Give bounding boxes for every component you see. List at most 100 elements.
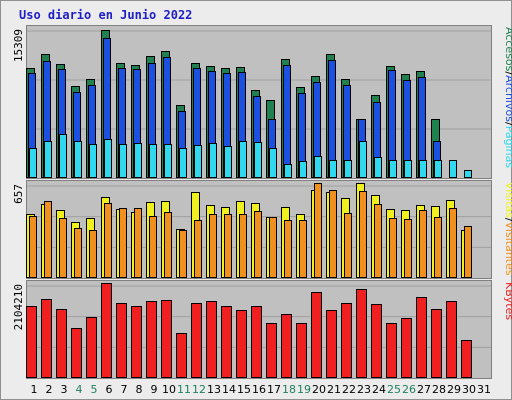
day-label-3: 3 — [61, 383, 68, 396]
bar-kbytes-day-10 — [161, 300, 172, 378]
bar-paginas-day-7 — [119, 144, 127, 178]
bar-visitantes-day-17 — [269, 217, 277, 278]
bar-paginas-day-27 — [419, 160, 427, 178]
panel-bottom-ymax-label: 2104210 — [12, 284, 25, 330]
day-label-5: 5 — [91, 383, 98, 396]
bar-paginas-day-12 — [194, 145, 202, 178]
legend-entry: / — [503, 122, 512, 126]
legend-entry: Archivos — [503, 75, 512, 122]
bar-kbytes-day-26 — [401, 318, 412, 378]
day-label-19: 19 — [297, 383, 311, 396]
bar-visitantes-day-30 — [464, 226, 472, 278]
bar-kbytes-day-6 — [101, 283, 112, 378]
bar-kbytes-day-30 — [461, 340, 472, 378]
bar-visitantes-day-4 — [74, 228, 82, 278]
bar-visitantes-day-8 — [134, 208, 142, 278]
bar-visitantes-day-20 — [314, 183, 322, 278]
day-label-31: 31 — [477, 383, 491, 396]
bar-kbytes-day-22 — [341, 303, 352, 378]
bar-visitantes-day-22 — [344, 213, 352, 278]
day-label-10: 10 — [162, 383, 176, 396]
bar-paginas-day-22 — [344, 160, 352, 178]
bar-paginas-day-11 — [179, 148, 187, 178]
bar-kbytes-day-1 — [26, 306, 37, 378]
day-label-21: 21 — [327, 383, 341, 396]
legend-entry: Visitantes — [503, 222, 512, 276]
panel-middle: 657 Visitas/Visitantes — [12, 180, 512, 279]
bar-paginas-day-3 — [59, 134, 67, 178]
bar-visitantes-day-14 — [224, 214, 232, 278]
bar-visitantes-day-16 — [254, 211, 262, 278]
day-label-17: 17 — [267, 383, 281, 396]
day-label-13: 13 — [207, 383, 221, 396]
bar-paginas-day-20 — [314, 156, 322, 178]
bar-kbytes-day-29 — [446, 301, 457, 378]
bar-visitantes-day-18 — [284, 220, 292, 278]
day-label-23: 23 — [357, 383, 371, 396]
bar-visitantes-day-7 — [119, 208, 127, 278]
bar-paginas-day-29 — [449, 160, 457, 178]
bar-visitantes-day-25 — [389, 218, 397, 278]
bar-visitantes-day-6 — [104, 203, 112, 278]
day-label-8: 8 — [136, 383, 143, 396]
bar-kbytes-day-13 — [206, 301, 217, 378]
legend-entry: KBytes — [503, 282, 512, 320]
day-label-4: 4 — [76, 383, 83, 396]
bar-kbytes-day-27 — [416, 297, 427, 378]
legend-entry: Accesos — [503, 27, 512, 72]
bar-kbytes-day-17 — [266, 323, 277, 378]
bar-kbytes-day-7 — [116, 303, 127, 378]
bar-kbytes-day-21 — [326, 310, 337, 378]
bar-kbytes-day-15 — [236, 310, 247, 378]
day-label-12: 12 — [192, 383, 206, 396]
chart-title: Uso diario en Junio 2022 — [19, 8, 192, 22]
bar-archivos-day-21 — [328, 60, 336, 178]
day-label-9: 9 — [151, 383, 158, 396]
bar-visitantes-day-10 — [164, 212, 172, 278]
bar-paginas-day-30 — [464, 170, 472, 178]
bar-paginas-day-2 — [44, 141, 52, 178]
bar-visitantes-day-3 — [59, 218, 67, 278]
day-label-2: 2 — [46, 383, 53, 396]
bar-kbytes-day-12 — [191, 303, 202, 378]
bar-visitantes-day-13 — [209, 214, 217, 278]
day-label-16: 16 — [252, 383, 266, 396]
bar-kbytes-day-24 — [371, 304, 382, 378]
bar-paginas-day-21 — [329, 160, 337, 178]
bar-paginas-day-14 — [224, 146, 232, 178]
bar-archivos-day-18 — [283, 65, 291, 178]
bar-kbytes-day-19 — [296, 323, 307, 378]
bar-paginas-day-15 — [239, 141, 247, 178]
bar-visitantes-day-27 — [419, 210, 427, 278]
bar-paginas-day-10 — [164, 144, 172, 178]
bar-visitantes-day-29 — [449, 208, 457, 278]
bar-paginas-day-16 — [254, 142, 262, 178]
bar-kbytes-day-11 — [176, 333, 187, 378]
bar-visitantes-day-23 — [359, 191, 367, 278]
day-label-7: 7 — [121, 383, 128, 396]
day-label-29: 29 — [447, 383, 461, 396]
bar-kbytes-day-25 — [386, 323, 397, 378]
bar-paginas-day-13 — [209, 143, 217, 178]
panel-top-ymax-label: 15309 — [12, 29, 25, 62]
day-label-22: 22 — [342, 383, 356, 396]
bar-paginas-day-17 — [269, 148, 277, 178]
bar-visitantes-day-15 — [239, 214, 247, 278]
day-label-28: 28 — [432, 383, 446, 396]
bar-visitantes-day-5 — [89, 230, 97, 278]
bar-visitantes-day-28 — [434, 217, 442, 278]
bar-kbytes-day-9 — [146, 301, 157, 378]
bar-paginas-day-5 — [89, 144, 97, 178]
bar-paginas-day-23 — [359, 141, 367, 178]
day-label-6: 6 — [106, 383, 113, 396]
legend-entry: Visitas — [503, 182, 512, 218]
bar-visitantes-day-26 — [404, 219, 412, 278]
day-label-27: 27 — [417, 383, 431, 396]
bar-paginas-day-25 — [389, 160, 397, 178]
bar-visitantes-day-19 — [299, 220, 307, 278]
legend-entry: Páginas — [503, 126, 512, 169]
bar-visitantes-day-24 — [374, 204, 382, 278]
bar-visitantes-day-1 — [29, 216, 37, 278]
bar-visitantes-day-11 — [179, 230, 187, 278]
